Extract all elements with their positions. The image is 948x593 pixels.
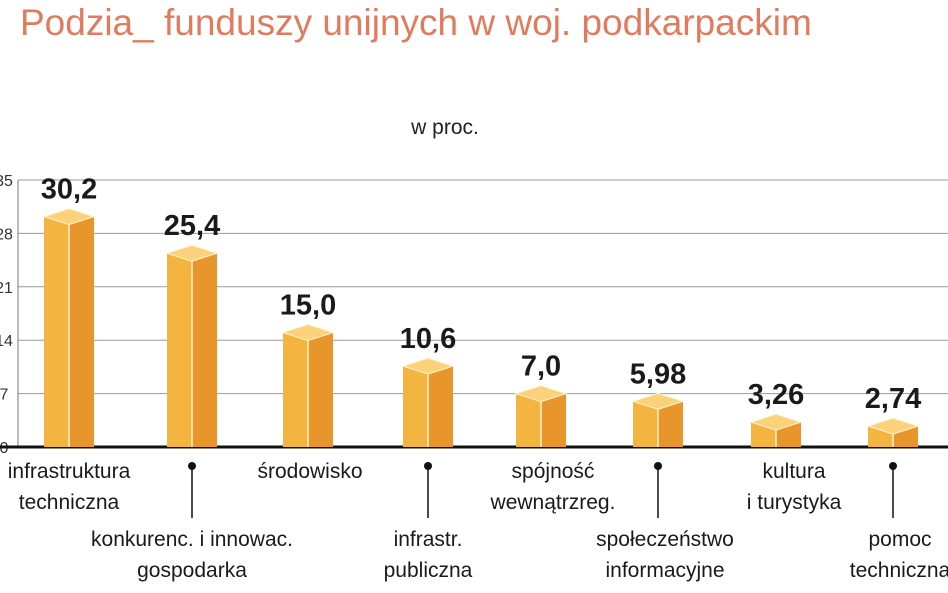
bar-top-face [631,392,685,410]
bar-right-face [893,426,918,447]
bar-right-face [428,366,453,447]
value-label: 30,2 [41,174,97,206]
category-label: społeczeństwo [596,528,734,551]
category-label: kultura [762,460,825,483]
bar-right-face [69,216,94,447]
category-label: infrastruktura [8,460,131,483]
bar-top-face [866,417,920,435]
bar-top-face [165,244,219,262]
category-label: pomoc [868,528,931,551]
category-label: wewnątrzreg. [490,491,616,514]
bar-top-face [749,413,803,431]
category-label: publiczna [384,559,473,582]
category-label: i turystyka [747,491,842,514]
y-tick-label: 7 [0,387,9,404]
category-label: techniczna [850,559,948,582]
bar-left-face [167,253,192,447]
chart-title: Podzia_ funduszy unijnych w woj. podkarp… [20,2,812,43]
category-label: infrastr. [394,528,463,551]
value-label: 2,74 [865,383,921,415]
value-label: 25,4 [164,210,220,242]
category-label: środowisko [257,460,362,483]
category-label: konkurenc. i innowac. [91,528,293,551]
y-tick-label: 35 [0,173,13,190]
bar-right-face [308,332,333,447]
unit-label: w proc. [410,116,479,139]
bar-right-face [192,253,217,447]
category-label: techniczna [19,491,120,514]
bar-left-face [44,216,69,447]
value-label: 5,98 [630,358,686,390]
bar-left-face [633,401,658,447]
value-label: 15,0 [280,290,336,322]
bar-top-face [281,324,335,342]
category-label: gospodarka [137,559,247,582]
category-label: spójność [512,460,595,483]
y-tick-label: 28 [0,226,13,243]
bar-top-face [42,208,96,226]
bar-left-face [403,366,428,447]
bar-top-face [514,385,568,403]
bar-right-face [658,401,683,447]
value-label: 7,0 [521,351,561,383]
bar-right-face [541,393,566,447]
value-label: 3,26 [748,379,804,411]
category-label: informacyjne [605,559,724,582]
bar-left-face [283,332,308,447]
bar-left-face [868,426,893,447]
value-label: 10,6 [400,323,456,355]
bar-top-face [401,357,455,375]
bar-left-face [516,393,541,447]
y-tick-label: 14 [0,333,13,350]
y-tick-label: 21 [0,280,13,297]
